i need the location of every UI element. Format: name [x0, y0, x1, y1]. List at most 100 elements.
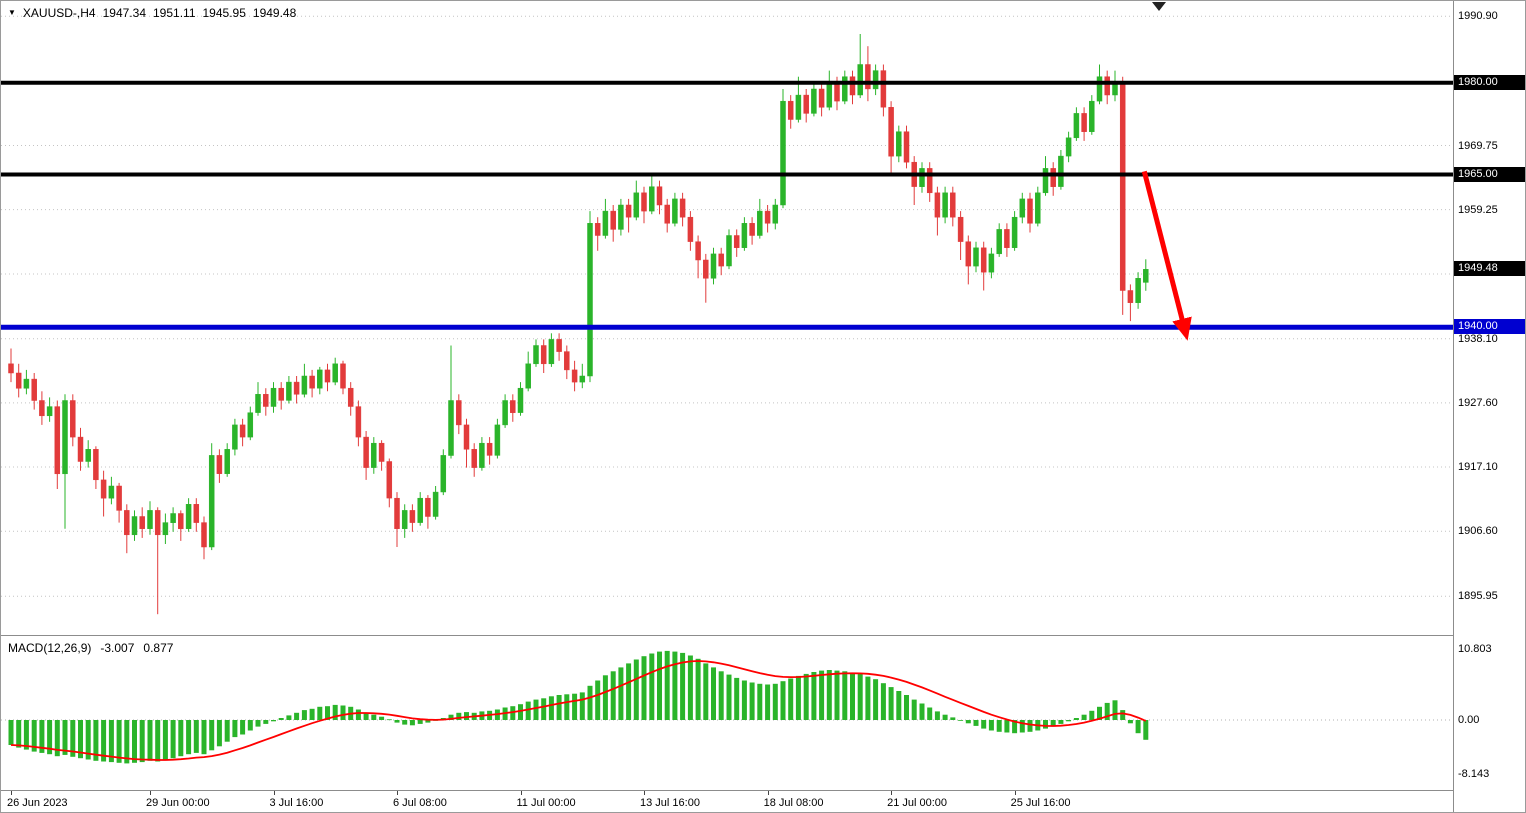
- candle: [764, 205, 771, 233]
- ohlc-low-value: 1945.95: [202, 6, 246, 20]
- candle: [286, 376, 292, 404]
- candle: [594, 217, 601, 251]
- candle: [62, 394, 68, 529]
- candle: [602, 198, 609, 239]
- candle: [703, 253, 709, 303]
- candle: [687, 211, 694, 251]
- ohlc-open-value: 1947.34: [102, 6, 146, 20]
- candle: [108, 476, 115, 505]
- candle: [880, 64, 887, 117]
- chart-shift-marker-icon[interactable]: [1152, 2, 1166, 11]
- price-label: 1959.25: [1458, 203, 1498, 216]
- candle: [718, 247, 724, 276]
- macd-svg[interactable]: [1, 636, 1453, 791]
- candle: [896, 125, 902, 163]
- macd-axis-label: 0.00: [1458, 714, 1480, 726]
- candle: [70, 394, 76, 447]
- candle: [8, 348, 14, 383]
- time-label: 18 Jul 08:00: [763, 797, 824, 809]
- candle: [973, 241, 979, 273]
- candle: [664, 198, 670, 233]
- candle: [401, 504, 408, 538]
- candle: [556, 333, 562, 361]
- candle: [919, 162, 925, 193]
- candle: [378, 440, 385, 471]
- candle: [988, 247, 995, 279]
- candle: [548, 333, 555, 367]
- main-chart-pane[interactable]: [1, 1, 1453, 635]
- candle: [1119, 76, 1126, 315]
- candle: [46, 397, 53, 422]
- price-label: 1969.75: [1458, 139, 1498, 152]
- candle: [1004, 223, 1010, 257]
- time-label: 11 Jul 00:00: [516, 797, 576, 809]
- candle: [726, 229, 732, 270]
- candle: [39, 391, 45, 425]
- time-tick: [11, 791, 12, 795]
- ohlc-high-value: 1951.11: [153, 6, 196, 20]
- candle: [1035, 186, 1041, 227]
- candle: [803, 89, 809, 123]
- candle: [1104, 70, 1110, 105]
- candle: [471, 443, 477, 477]
- price-label: 1990.90: [1458, 10, 1498, 23]
- macd-histogram: [8, 650, 1149, 764]
- candle: [649, 174, 655, 215]
- candle: [811, 82, 817, 117]
- candle: [540, 339, 547, 373]
- candle: [208, 443, 215, 551]
- macd-indicator-name: MACD(12,26,9): [8, 641, 92, 655]
- candle: [154, 507, 161, 615]
- candle: [270, 382, 277, 413]
- macd-pane[interactable]: [1, 635, 1453, 791]
- candle: [1065, 131, 1072, 163]
- chart-title-bar: ▼ XAUUSD-,H4 1947.34 1951.11 1945.95 194…: [8, 6, 296, 20]
- candle: [162, 513, 169, 544]
- candle: [525, 351, 531, 392]
- candle: [965, 235, 972, 285]
- candlestick-svg[interactable]: [1, 1, 1453, 635]
- candle: [1058, 150, 1064, 190]
- macd-main-value: -3.007: [100, 641, 135, 655]
- candle: [1011, 211, 1018, 251]
- candle: [533, 339, 539, 367]
- candle: [54, 400, 61, 489]
- price-label: 1927.60: [1458, 396, 1498, 409]
- grid-lines: [1, 15, 1453, 597]
- candle: [849, 70, 856, 105]
- candle: [425, 495, 431, 529]
- time-label: 25 Jul 16:00: [1010, 797, 1071, 809]
- candle: [1143, 259, 1149, 291]
- time-tick: [397, 791, 398, 795]
- candle: [463, 418, 470, 468]
- candle: [872, 64, 879, 96]
- candle: [432, 486, 439, 520]
- macd-label-bar: MACD(12,26,9) -3.007 0.877: [8, 641, 173, 655]
- candle: [957, 211, 964, 260]
- macd-axis-label: -8.143: [1458, 767, 1490, 780]
- ohlc-close-value: 1949.48: [252, 6, 297, 20]
- price-line-label-1980.00: 1980.00: [1454, 74, 1525, 90]
- candle: [394, 492, 400, 547]
- candle: [1050, 162, 1056, 196]
- time-label: 29 Jun 00:00: [146, 797, 210, 809]
- price-label: 1906.60: [1458, 525, 1498, 538]
- candle: [996, 223, 1002, 257]
- price-axis[interactable]: 1990.90 1969.75 1959.25 1938.10 1927.60 1917.…: [1453, 1, 1525, 812]
- trend-arrow[interactable]: [1141, 170, 1192, 341]
- time-tick: [1014, 791, 1016, 795]
- candle: [147, 501, 153, 535]
- symbol-dropdown-icon[interactable]: ▼: [8, 8, 16, 17]
- candle: [93, 446, 99, 489]
- time-tick: [767, 791, 769, 795]
- candle: [980, 241, 987, 291]
- candle: [363, 431, 369, 480]
- candle: [193, 498, 200, 532]
- candle: [317, 366, 323, 395]
- time-axis[interactable]: 26 Jun 2023 29 Jun 00:00 3 Jul 16:00 6 Jul …: [1, 790, 1453, 812]
- candle: [826, 70, 833, 111]
- candle: [571, 360, 578, 392]
- candle: [293, 376, 300, 404]
- candle: [1081, 107, 1087, 141]
- time-tick: [520, 791, 522, 795]
